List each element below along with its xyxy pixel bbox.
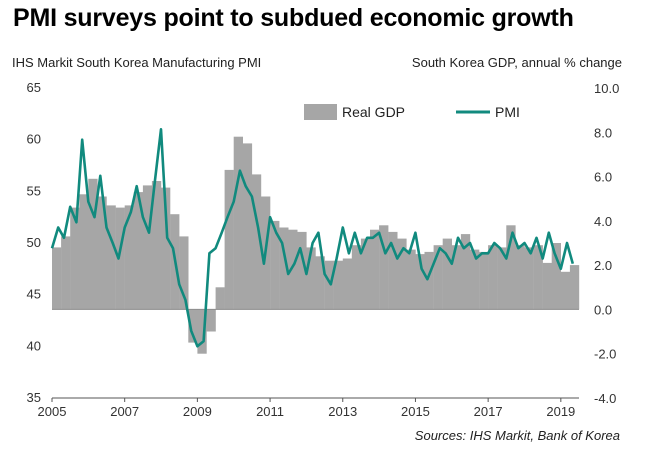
legend: Real GDP PMI bbox=[304, 104, 520, 120]
gdp-bar bbox=[470, 249, 480, 310]
x-tick-label: 2015 bbox=[401, 404, 430, 419]
gdp-bar bbox=[151, 181, 162, 310]
gdp-bar bbox=[370, 229, 380, 310]
gdp-bar bbox=[533, 245, 543, 310]
gdp-bar bbox=[279, 227, 289, 310]
gdp-bar bbox=[97, 196, 107, 310]
gdp-bar bbox=[497, 247, 507, 310]
right-tick-label: 10.0 bbox=[594, 81, 619, 96]
gdp-bar bbox=[379, 225, 389, 310]
left-tick-label: 40 bbox=[27, 338, 41, 353]
gdp-bar bbox=[242, 143, 253, 310]
gdp-bar bbox=[342, 258, 353, 310]
gdp-bar bbox=[351, 245, 362, 310]
gdp-bar bbox=[524, 247, 534, 310]
left-tick-label: 35 bbox=[27, 390, 41, 405]
right-tick-label: 2.0 bbox=[594, 258, 612, 273]
gdp-bar bbox=[288, 229, 298, 310]
right-tick-label: 8.0 bbox=[594, 125, 612, 140]
x-tick-label: 2011 bbox=[256, 404, 284, 419]
right-tick-label: 4.0 bbox=[594, 214, 612, 229]
gdp-bar bbox=[88, 178, 98, 310]
pmi-line-layer bbox=[50, 128, 575, 348]
gdp-bar bbox=[106, 205, 116, 310]
left-tick-label: 65 bbox=[27, 80, 41, 95]
legend-pmi-label: PMI bbox=[495, 104, 520, 120]
gdp-bar bbox=[433, 245, 443, 310]
gdp-bar bbox=[124, 205, 134, 310]
x-tick-labels: 2005 2007 2009 2011 2013 2015 2017 2019 bbox=[38, 398, 575, 419]
gdp-bar bbox=[442, 238, 452, 310]
gdp-bar bbox=[515, 245, 525, 310]
gdp-bar bbox=[460, 234, 471, 310]
gdp-bar bbox=[306, 247, 316, 310]
left-tick-label: 50 bbox=[27, 235, 41, 250]
gdp-bar bbox=[424, 251, 434, 310]
x-tick-label: 2017 bbox=[474, 404, 503, 419]
gdp-bar bbox=[188, 309, 198, 343]
x-tick-label: 2007 bbox=[110, 404, 139, 419]
gdp-bar bbox=[161, 187, 171, 310]
gdp-bar bbox=[333, 260, 343, 310]
gdp-bar bbox=[388, 231, 398, 310]
chart-title: PMI surveys point to subdued economic gr… bbox=[13, 4, 574, 32]
gdp-bar bbox=[397, 238, 407, 310]
right-tick-label: 6.0 bbox=[594, 170, 612, 185]
gdp-bar bbox=[488, 245, 498, 310]
gdp-bar bbox=[569, 265, 580, 310]
gdp-bar bbox=[451, 245, 462, 310]
gdp-bar bbox=[115, 207, 125, 310]
gdp-bar bbox=[551, 243, 561, 310]
x-tick-label: 2013 bbox=[328, 404, 357, 419]
left-axis-title: IHS Markit South Korea Manufacturing PMI bbox=[12, 55, 262, 70]
legend-gdp-swatch bbox=[304, 104, 337, 120]
right-tick-label: -4.0 bbox=[594, 391, 616, 406]
left-tick-label: 60 bbox=[27, 132, 41, 147]
right-tick-labels: 10.0 8.0 6.0 4.0 2.0 0.0 -2.0 -4.0 bbox=[594, 81, 619, 406]
gdp-bar bbox=[324, 260, 334, 310]
gdp-bar bbox=[79, 194, 89, 310]
x-tick-label: 2005 bbox=[38, 404, 67, 419]
right-tick-label: 0.0 bbox=[594, 302, 612, 317]
right-axis-title: South Korea GDP, annual % change bbox=[411, 55, 622, 70]
gdp-bar bbox=[360, 238, 371, 310]
gdp-bars bbox=[52, 136, 580, 354]
gdp-bar bbox=[215, 287, 225, 310]
x-tick-label: 2009 bbox=[183, 404, 212, 419]
gdp-bar bbox=[297, 231, 307, 310]
gdp-bar bbox=[61, 236, 71, 310]
gdp-bar bbox=[406, 249, 416, 310]
legend-gdp-label: Real GDP bbox=[342, 104, 405, 120]
gdp-bar bbox=[251, 174, 262, 310]
gdp-bar bbox=[315, 256, 325, 310]
gdp-bar bbox=[415, 254, 425, 310]
left-tick-labels: 65 60 55 50 45 40 35 bbox=[27, 80, 41, 405]
source-note: Sources: IHS Markit, Bank of Korea bbox=[414, 428, 620, 443]
gdp-bar bbox=[506, 225, 516, 310]
gdp-bar bbox=[179, 236, 189, 310]
gdp-bar bbox=[52, 247, 62, 310]
left-tick-label: 45 bbox=[27, 287, 41, 302]
left-tick-label: 55 bbox=[27, 183, 41, 198]
gdp-bar bbox=[133, 192, 144, 310]
gdp-bar bbox=[270, 220, 280, 310]
gdp-bar bbox=[224, 169, 234, 310]
gdp-bar bbox=[206, 309, 216, 332]
pmi-line bbox=[50, 128, 575, 348]
gdp-bar bbox=[197, 309, 207, 354]
gdp-bar bbox=[542, 262, 552, 310]
gdp-bar bbox=[479, 251, 489, 310]
gdp-bar bbox=[70, 207, 80, 310]
gdp-bar bbox=[560, 271, 571, 310]
x-tick-label: 2019 bbox=[546, 404, 575, 419]
right-tick-label: -2.0 bbox=[594, 347, 616, 362]
gdp-bar bbox=[142, 185, 153, 310]
gdp-bar bbox=[233, 136, 243, 310]
